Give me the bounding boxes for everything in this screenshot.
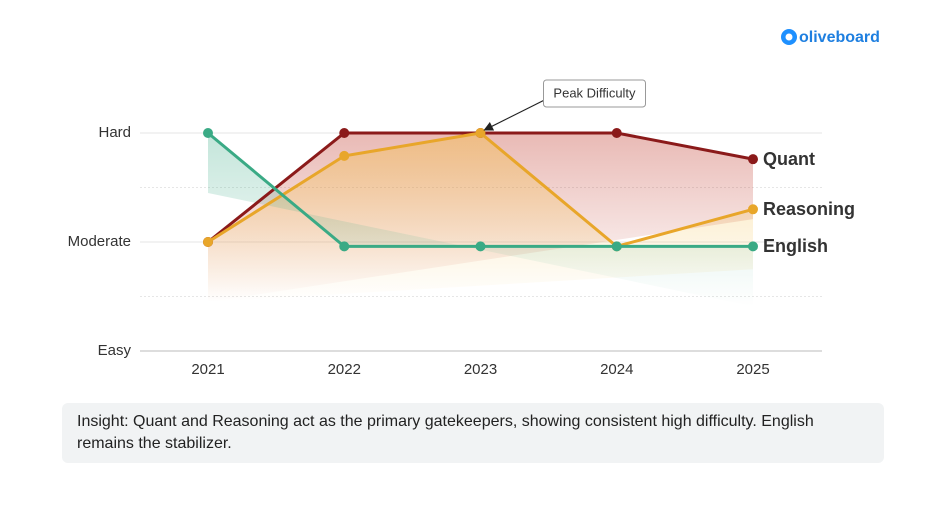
legend-label: Quant — [763, 149, 815, 169]
x-tick-label: 2021 — [191, 361, 224, 378]
data-point — [475, 241, 486, 252]
data-point — [748, 241, 758, 252]
insight: Insight: Quant and Reasoning act as the … — [62, 403, 884, 463]
data-point — [611, 128, 622, 138]
x-tick-label: 2025 — [736, 361, 769, 378]
data-point — [339, 150, 350, 161]
data-point — [611, 241, 622, 252]
data-point — [748, 154, 758, 165]
legend-label: Reasoning — [763, 199, 855, 219]
annotation-text: Peak Difficulty — [553, 85, 636, 100]
annotation-box — [543, 79, 646, 108]
annotation-arrow — [483, 99, 545, 131]
y-tick-label: Moderate — [68, 233, 131, 250]
x-tick-label: 2023 — [464, 361, 497, 378]
legend-label: English — [763, 236, 828, 256]
data-point — [748, 204, 758, 215]
x-tick-label: 2024 — [600, 361, 633, 378]
data-point — [203, 237, 213, 247]
y-tick-label: Easy — [98, 342, 132, 359]
data-point — [203, 128, 213, 138]
y-tick-label: Hard — [98, 124, 131, 141]
x-tick-label: 2022 — [328, 361, 361, 378]
data-point — [339, 128, 350, 138]
plot: Easy Moderate Hard 2021 2022 2023 2024 2025 Quan… — [68, 79, 855, 378]
data-point — [339, 241, 350, 252]
logo: oliveboard — [799, 29, 880, 46]
area-shade — [208, 133, 753, 307]
logo-icon-inner — [785, 33, 793, 41]
data-point — [475, 128, 486, 138]
